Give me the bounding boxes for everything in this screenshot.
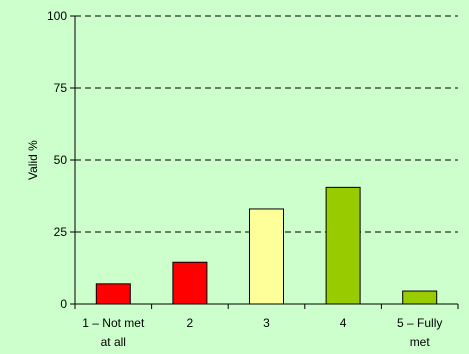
x-tick-label: 3 bbox=[263, 316, 270, 330]
x-tick-label: 2 bbox=[187, 316, 194, 330]
x-tick-label: 1 – Not met at all bbox=[82, 316, 145, 349]
bar bbox=[95, 283, 131, 305]
x-tick-label: 5 – Fully met bbox=[397, 316, 442, 349]
y-axis-label: Valid % bbox=[26, 140, 40, 180]
bar bbox=[325, 186, 361, 305]
y-tick-label: 75 bbox=[54, 81, 68, 95]
y-tick-label: 25 bbox=[54, 225, 68, 239]
y-tick-label: 0 bbox=[60, 297, 67, 311]
x-tick-label: 4 bbox=[340, 316, 347, 330]
y-tick-label: 100 bbox=[47, 9, 67, 23]
bar bbox=[402, 290, 438, 305]
y-tick-label: 50 bbox=[54, 153, 68, 167]
bar bbox=[172, 261, 208, 305]
bar bbox=[249, 208, 284, 305]
